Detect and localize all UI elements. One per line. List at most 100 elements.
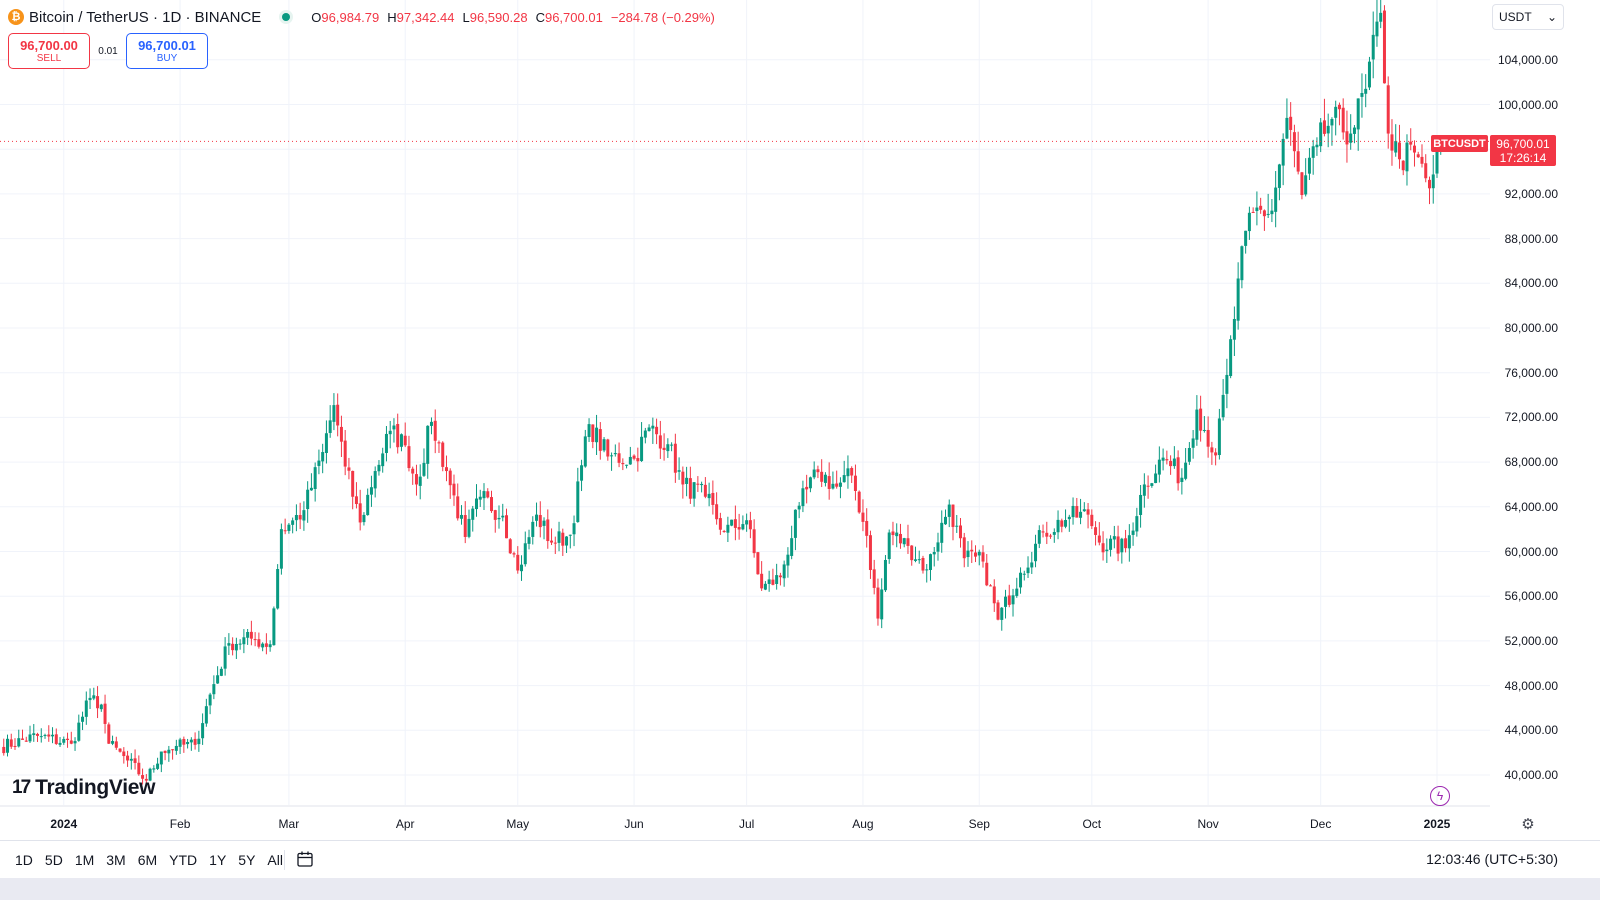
candle-body — [249, 631, 253, 639]
tradingview-logo-text: TradingView — [35, 776, 156, 799]
time-axis-label: Apr — [395, 817, 415, 831]
sell-button[interactable]: 96,700.00 SELL — [8, 33, 90, 69]
candle — [895, 523, 899, 548]
candle-body — [606, 439, 610, 457]
candle — [69, 731, 73, 745]
candle-body — [1199, 408, 1203, 431]
candle — [887, 529, 891, 564]
candle — [1397, 124, 1401, 169]
candle-body — [9, 739, 13, 747]
candle-body — [955, 525, 959, 527]
range-button-3m[interactable]: 3M — [106, 852, 126, 868]
grid-lines — [0, 0, 1490, 805]
candle — [913, 546, 917, 563]
candle-body — [174, 745, 178, 751]
candle-body — [287, 524, 291, 531]
candle-body — [910, 545, 914, 561]
candle — [253, 632, 257, 647]
candle-body — [159, 751, 163, 765]
range-button-5y[interactable]: 5Y — [238, 852, 256, 868]
candle — [865, 508, 869, 548]
symbol-title[interactable]: Bitcoin / TetherUS · 1D · BINANCE — [29, 8, 262, 26]
range-button-6m[interactable]: 6M — [137, 852, 158, 868]
candle — [407, 435, 411, 472]
candle — [358, 489, 362, 531]
range-button-5d[interactable]: 5D — [44, 852, 63, 868]
range-button-1y[interactable]: 1Y — [209, 852, 227, 868]
flash-icon[interactable]: ϟ — [1430, 786, 1450, 806]
settings-gear-icon[interactable]: ⚙ — [1521, 816, 1535, 833]
candle — [726, 516, 730, 543]
market-open-status-icon[interactable] — [279, 10, 294, 24]
candle-body — [1322, 120, 1326, 134]
candle — [497, 505, 501, 529]
time-axis-label: Oct — [1082, 817, 1102, 831]
candle — [279, 523, 283, 575]
candle — [685, 466, 689, 497]
candle-body — [1082, 509, 1086, 512]
candle — [542, 517, 546, 540]
price-chart[interactable] — [0, 0, 1490, 840]
candle-body — [598, 429, 602, 451]
candle — [1281, 133, 1285, 186]
candle-body — [535, 514, 539, 521]
candle — [1112, 525, 1116, 549]
candle — [561, 528, 565, 556]
candle — [1412, 140, 1416, 167]
candle-body — [876, 587, 880, 619]
candle-body — [989, 585, 993, 587]
ohlc-close: C96,700.01 — [535, 9, 603, 25]
candle — [827, 462, 831, 500]
candle-body — [111, 741, 115, 744]
candle-body — [643, 430, 647, 438]
candle — [219, 666, 223, 677]
candle — [1221, 379, 1225, 421]
candle — [39, 728, 43, 743]
candle-body — [257, 639, 261, 647]
candle-body — [1124, 538, 1128, 549]
candle — [1079, 498, 1083, 525]
candle-body — [1165, 459, 1169, 461]
buy-button[interactable]: 96,700.01 BUY — [126, 33, 208, 69]
candle — [343, 429, 347, 476]
candle-body — [580, 465, 584, 481]
candle — [1094, 521, 1098, 546]
candle-body — [595, 427, 599, 443]
candle-body — [1176, 457, 1180, 484]
price-axis-label: 40,000.00 — [1504, 768, 1558, 782]
candle — [1139, 484, 1143, 528]
candle-body — [1172, 458, 1176, 467]
timezone-clock[interactable]: 12:03:46 (UTC+5:30) — [1426, 851, 1558, 867]
candle — [332, 393, 336, 431]
range-button-all[interactable]: All — [267, 852, 283, 868]
candle — [850, 466, 854, 483]
candle — [216, 666, 220, 684]
candle — [1022, 570, 1026, 581]
candle-body — [133, 758, 137, 763]
candle-body — [733, 519, 737, 528]
tradingview-logo[interactable]: 17 TradingView — [12, 776, 155, 800]
candle — [932, 547, 936, 567]
currency-select[interactable]: USDT ⌄ — [1492, 4, 1564, 30]
candle — [28, 725, 32, 744]
range-button-1d[interactable]: 1D — [15, 852, 33, 868]
candle — [1019, 567, 1023, 594]
candle — [1311, 139, 1315, 175]
candle-body — [707, 493, 711, 499]
candle-body — [1116, 536, 1120, 554]
candle-body — [84, 700, 88, 717]
candle-body — [1007, 595, 1011, 605]
candle — [103, 694, 107, 734]
candle-body — [921, 557, 925, 571]
range-button-ytd[interactable]: YTD — [169, 852, 198, 868]
candle-body — [1086, 509, 1090, 515]
candle-body — [812, 469, 816, 478]
candle — [1304, 158, 1308, 197]
candle-body — [414, 474, 418, 485]
candle — [186, 738, 190, 749]
calendar-icon[interactable] — [296, 850, 314, 868]
candle — [1296, 131, 1300, 175]
candle — [336, 393, 340, 437]
range-button-1m[interactable]: 1M — [74, 852, 95, 868]
candle-body — [625, 464, 629, 466]
